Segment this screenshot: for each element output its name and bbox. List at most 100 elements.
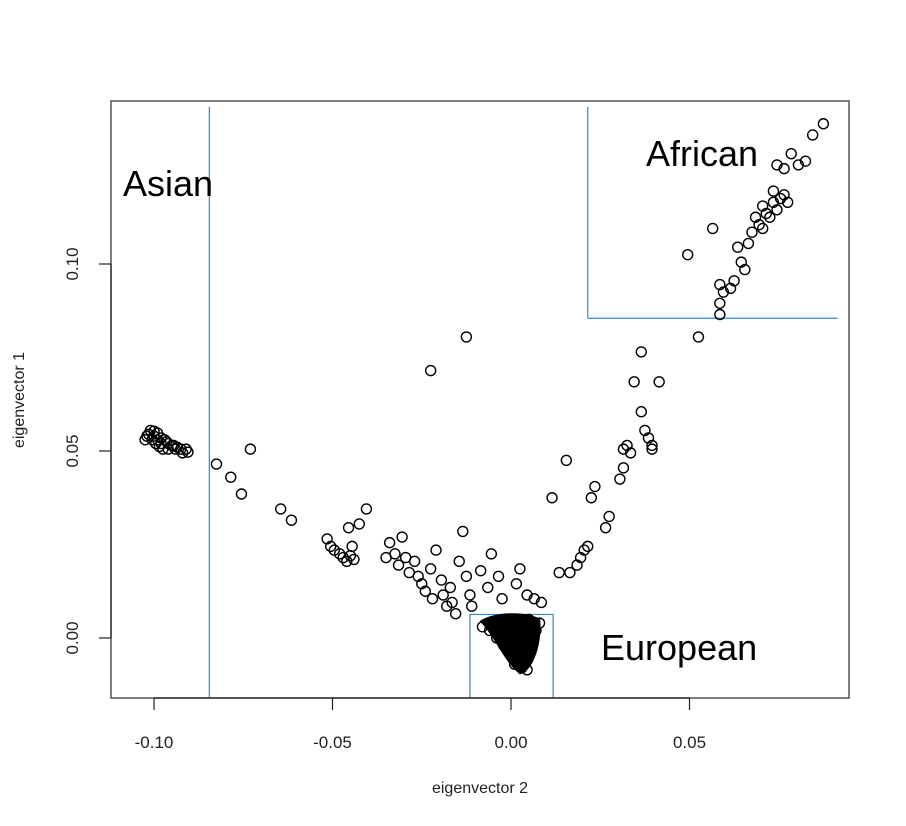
data-point [453, 555, 465, 568]
data-point [424, 563, 437, 575]
data-point [150, 437, 162, 450]
data-point [717, 286, 730, 298]
data-point [599, 521, 612, 534]
data-point [792, 159, 805, 171]
data-point [235, 488, 248, 500]
data-point [635, 346, 648, 358]
data-point [628, 376, 640, 388]
data-point [466, 600, 478, 612]
data-point [464, 589, 476, 601]
data-point [682, 248, 694, 261]
data-point [635, 406, 648, 418]
data-point [564, 566, 576, 579]
european-label: European [601, 627, 757, 668]
x-tick-label: -0.10 [135, 733, 174, 752]
data-point [646, 443, 658, 455]
y-axis: 0.00 0.05 0.10 [63, 247, 112, 655]
x-axis-title: eigenvector 2 [432, 780, 528, 797]
data-point [760, 207, 772, 220]
data-point [521, 589, 533, 601]
data-point [771, 159, 783, 171]
x-tick-label: 0.05 [673, 733, 706, 752]
data-point [781, 196, 794, 208]
series-intermediate-asian-european- [210, 331, 548, 620]
data-point [603, 510, 615, 523]
data-point [582, 540, 594, 553]
data-point [535, 596, 548, 609]
data-point [767, 185, 780, 197]
data-point [437, 589, 449, 601]
data-point [460, 331, 473, 343]
data-point [426, 593, 439, 605]
data-point [714, 308, 726, 321]
plot-frame [110, 100, 850, 699]
data-point [419, 585, 432, 597]
data-point [528, 593, 540, 605]
data-point [778, 162, 790, 175]
data-point [739, 263, 751, 276]
data-point [424, 364, 437, 377]
data-point [692, 331, 705, 343]
x-tick-label: -0.05 [313, 733, 352, 752]
data-point [617, 462, 630, 474]
x-tick-label: 0.00 [494, 733, 527, 752]
data-point [346, 540, 358, 553]
data-point [746, 226, 758, 238]
data-point [510, 578, 523, 590]
data-point [653, 376, 665, 388]
data-point [728, 275, 740, 287]
data-point [348, 553, 360, 566]
series-african-cluster [682, 118, 830, 321]
data-point [446, 596, 458, 609]
data-point [617, 443, 630, 455]
data-point [756, 222, 769, 235]
data-point [389, 548, 401, 560]
data-point [449, 607, 462, 620]
data-point [514, 563, 526, 575]
data-point [560, 454, 573, 467]
data-point [157, 443, 169, 455]
data-point [731, 241, 744, 253]
data-point [176, 447, 189, 459]
data-point [774, 192, 787, 205]
data-point [341, 555, 353, 568]
data-point [275, 503, 287, 515]
x-axis: -0.10 -0.05 0.00 0.05 [135, 697, 706, 752]
data-point [589, 480, 601, 493]
data-point [492, 570, 505, 582]
dense-cluster-mass [479, 613, 541, 675]
data-point [383, 536, 396, 549]
data-point [474, 564, 487, 577]
data-point [167, 439, 180, 452]
y-tick-label: 0.05 [63, 434, 82, 467]
data-point [225, 471, 237, 483]
data-point [244, 443, 257, 455]
data-point [546, 492, 558, 504]
data-point [139, 434, 151, 446]
data-point [714, 297, 726, 309]
data-point [553, 566, 565, 579]
data-point [182, 446, 194, 458]
series-asian-cluster [139, 424, 194, 459]
data-point [430, 544, 442, 556]
data-point [771, 204, 783, 216]
data-point [578, 544, 590, 556]
data-point [392, 559, 405, 571]
data-point [482, 581, 494, 594]
data-point [496, 593, 508, 605]
data-point [485, 548, 498, 560]
data-point [707, 222, 719, 235]
y-tick-label: 0.00 [63, 621, 82, 654]
data-point [325, 540, 337, 553]
data-point [353, 518, 365, 530]
data-point [764, 211, 776, 223]
data-point [333, 548, 346, 560]
data-point [444, 581, 457, 594]
data-point [817, 118, 830, 130]
data-point [457, 525, 469, 538]
data-point [408, 555, 421, 568]
data-point [614, 473, 626, 485]
data-points [139, 118, 830, 676]
data-point [285, 514, 298, 526]
